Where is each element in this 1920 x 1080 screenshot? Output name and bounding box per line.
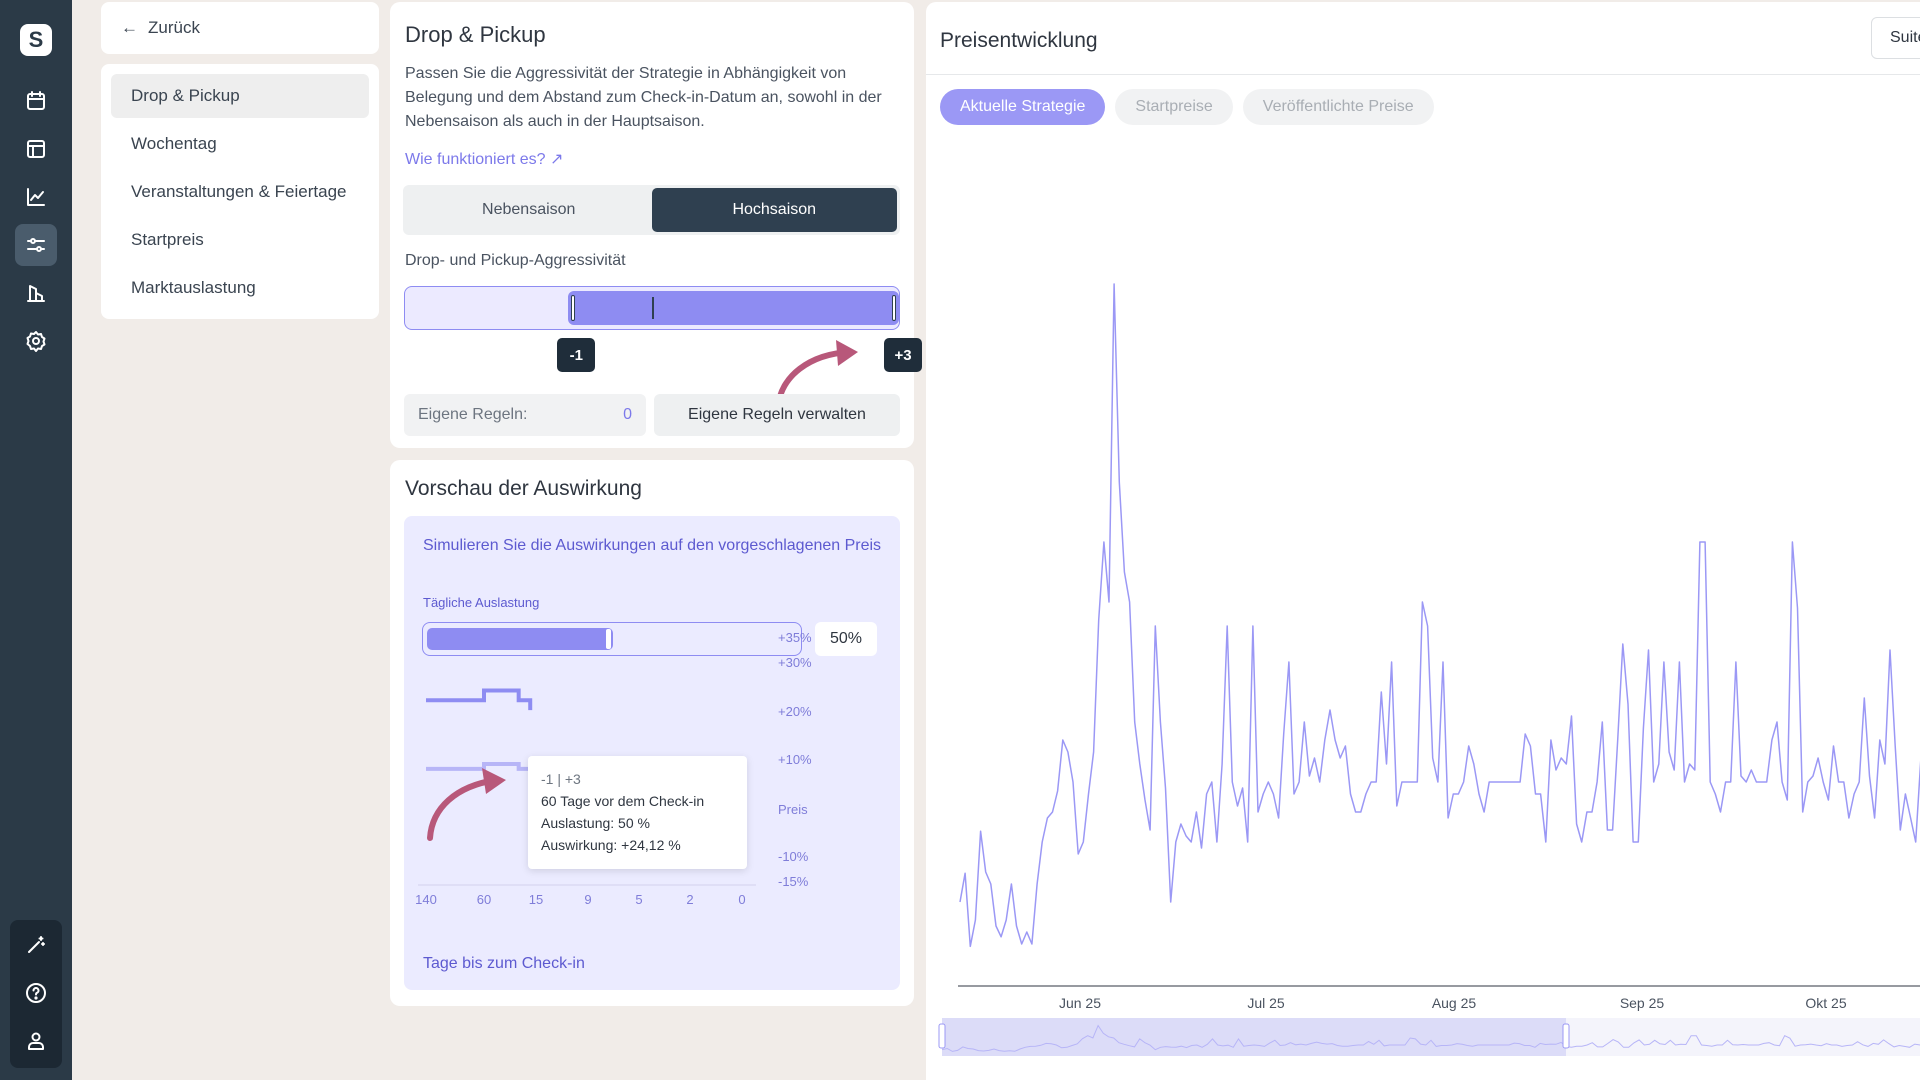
- tooltip-impact: Auswirkung: +24,12 %: [541, 837, 681, 853]
- room-type-select[interactable]: Suite: [1871, 17, 1920, 59]
- range-min-badge: -1: [557, 338, 596, 372]
- annotation-arrow-icon: [427, 768, 506, 841]
- pill-current-strategy[interactable]: Aktuelle Strategie: [940, 89, 1106, 125]
- help-icon[interactable]: [15, 972, 57, 1014]
- aggressiveness-range-slider[interactable]: [404, 286, 900, 330]
- pill-start-prices[interactable]: Startpreise: [1115, 89, 1233, 125]
- x-axis-label: Tage bis zum Check-in: [423, 955, 585, 972]
- y-tick-label: -15%: [778, 874, 809, 889]
- calendar-icon[interactable]: [15, 80, 57, 122]
- subnav-item-start-price[interactable]: Startpreis: [131, 230, 204, 249]
- buildings-icon[interactable]: [15, 272, 57, 314]
- price-chart: Jun 25 Jul 25 Aug 25 Sep 25 Okt 25: [938, 283, 1920, 1056]
- own-rules-label: Eigene Regeln:: [418, 406, 528, 423]
- chart-line-icon[interactable]: [15, 176, 57, 218]
- x-tick-label: 60: [477, 892, 491, 907]
- impact-preview-card: Vorschau der Auswirkung Simulieren Sie d…: [390, 460, 914, 1006]
- x-tick-label: 2: [686, 892, 693, 907]
- range-center-marker: [652, 297, 654, 319]
- tooltip-days: 60 Tage vor dem Check-in: [541, 793, 705, 809]
- occupancy-fill: [427, 628, 613, 650]
- navigator-series-line: [941, 1024, 1920, 1052]
- price-development-panel: Preisentwicklung Suite Aktuelle Strategi…: [926, 2, 1920, 1080]
- aggressiveness-label: Drop- und Pickup-Aggressivität: [405, 252, 626, 269]
- impact-chart: 140 60 15 9 5 2 0 +35% +30% +20% +10% Preis -10% -15%: [415, 630, 812, 907]
- navigator-handle-left[interactable]: [938, 1023, 946, 1049]
- y-tick-label: +35%: [778, 630, 812, 645]
- price-panel-title: Preisentwicklung: [940, 29, 1098, 52]
- tab-off-season[interactable]: Nebensaison: [482, 201, 576, 218]
- manage-rules-button[interactable]: Eigene Regeln verwalten: [654, 394, 900, 436]
- range-handle-max[interactable]: [892, 295, 896, 321]
- subnav-item-events[interactable]: Veranstaltungen & Feiertage: [131, 182, 347, 201]
- x-tick-label: Jul 25: [1247, 995, 1285, 1011]
- occupancy-handle[interactable]: [606, 629, 611, 649]
- pill-published-prices[interactable]: Veröffentlichte Preise: [1242, 89, 1434, 125]
- how-it-works-link[interactable]: Wie funktioniert es? ↗: [405, 151, 564, 168]
- x-tick-label: 5: [635, 892, 642, 907]
- navigator-handle-right[interactable]: [1562, 1023, 1570, 1049]
- simulation-headline: Simulieren Sie die Auswirkungen auf den …: [423, 537, 882, 554]
- subnav-item-market-occupancy[interactable]: Marktauslastung: [131, 278, 256, 297]
- own-rules-counter: Eigene Regeln: 0: [404, 394, 646, 436]
- navigator-selection[interactable]: [942, 1018, 1566, 1056]
- y-tick-label: +30%: [778, 655, 812, 670]
- drop-pickup-title: Drop & Pickup: [405, 22, 546, 47]
- sliders-icon[interactable]: [15, 224, 57, 266]
- daily-occupancy-label: Tägliche Auslastung: [423, 595, 540, 610]
- drop-pickup-card: Drop & Pickup Passen Sie die Aggressivit…: [390, 2, 922, 448]
- arrow-left-icon: ←: [121, 18, 138, 37]
- price-series-line: [959, 283, 1920, 948]
- range-max-badge: +3: [884, 338, 922, 372]
- app-logo[interactable]: S: [20, 24, 52, 56]
- range-fill: [568, 291, 899, 325]
- x-tick-label: Jun 25: [1059, 995, 1101, 1011]
- tab-high-season[interactable]: Hochsaison: [651, 188, 897, 232]
- back-label: Zurück: [148, 18, 200, 37]
- subnav-item-drop-pickup[interactable]: Drop & Pickup: [111, 74, 369, 118]
- x-tick-label: 0: [738, 892, 745, 907]
- x-tick-label: 9: [584, 892, 591, 907]
- simulation-box: Simulieren Sie die Auswirkungen auf den …: [404, 516, 900, 990]
- x-tick-label: Sep 25: [1620, 995, 1665, 1011]
- tooltip-range: -1 | +3: [541, 771, 581, 787]
- back-button[interactable]: ← Zurück: [101, 2, 379, 54]
- settings-icon[interactable]: [15, 320, 57, 362]
- x-tick-label: 140: [415, 892, 437, 907]
- y-tick-label: Preis: [778, 802, 808, 817]
- range-handle-min[interactable]: [571, 295, 576, 321]
- y-tick-label: +10%: [778, 752, 812, 767]
- daily-occupancy-value[interactable]: 50%: [815, 622, 877, 656]
- drop-pickup-description: Passen Sie die Aggressivität der Strateg…: [405, 65, 882, 130]
- season-toggle: Nebensaison Hochsaison: [403, 185, 900, 235]
- sub-navigation: Drop & Pickup Wochentag Veranstaltungen …: [101, 64, 379, 319]
- magic-wand-icon[interactable]: [15, 924, 57, 966]
- y-tick-label: +20%: [778, 704, 812, 719]
- icon-rail: S: [0, 0, 72, 1080]
- x-tick-label: Okt 25: [1805, 995, 1846, 1011]
- x-tick-label: 15: [529, 892, 543, 907]
- preview-title: Vorschau der Auswirkung: [405, 477, 642, 500]
- panel-divider: [926, 74, 1920, 75]
- daily-occupancy-slider[interactable]: [422, 622, 802, 656]
- subnav-item-weekday[interactable]: Wochentag: [131, 134, 217, 153]
- y-tick-label: -10%: [778, 849, 809, 864]
- own-rules-count: 0: [623, 406, 632, 423]
- impact-series-line: [426, 688, 533, 711]
- user-icon[interactable]: [15, 1020, 57, 1062]
- x-tick-label: Aug 25: [1432, 995, 1477, 1011]
- tooltip-occupancy: Auslastung: 50 %: [541, 815, 650, 831]
- layout-icon[interactable]: [15, 128, 57, 170]
- chart-tooltip: -1 | +3 60 Tage vor dem Check-in Auslast…: [528, 756, 747, 869]
- impact-series-line: [426, 762, 531, 771]
- series-pills: Aktuelle Strategie Startpreise Veröffent…: [940, 89, 1434, 125]
